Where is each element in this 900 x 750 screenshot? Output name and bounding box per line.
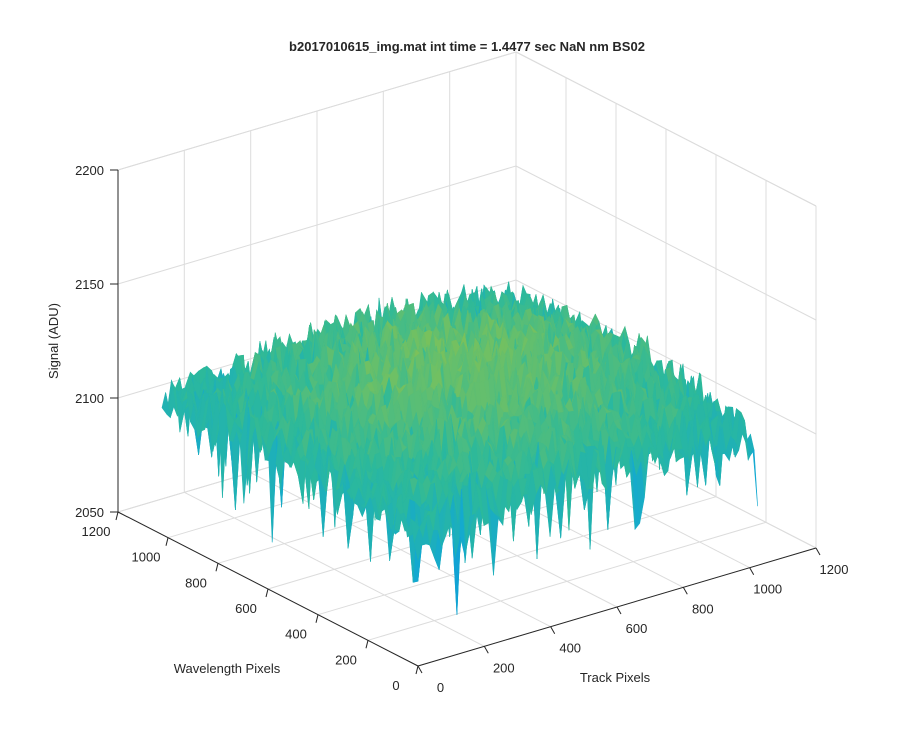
floor-gridline-y: [367, 521, 767, 641]
side-top-edge: [515, 51, 817, 207]
side-wall-gridline-z: [515, 165, 817, 321]
back-wall-gridline-z: [117, 165, 517, 285]
floor-gridline-y: [317, 496, 717, 616]
surface-mesh: [161, 281, 758, 615]
back-top-edge: [117, 51, 517, 171]
